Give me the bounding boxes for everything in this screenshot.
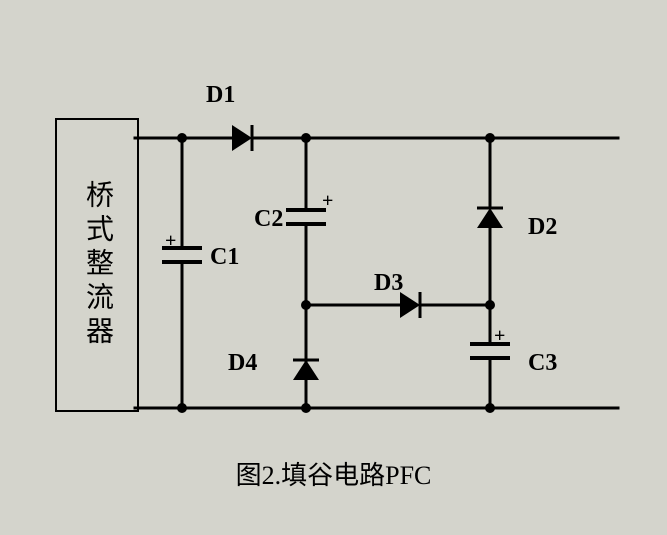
label-c1: C1	[210, 244, 239, 271]
c3-plus: +	[494, 325, 505, 348]
figure-caption: 图2.填谷电路PFC	[236, 455, 432, 492]
c2-plus: +	[322, 190, 333, 213]
label-d1: D1	[206, 82, 235, 109]
circuit-diagram: 桥式整流器 D1 D2 D3 D4 C1 C2 C3 + + + 图2.填谷电路…	[0, 0, 667, 535]
label-c2: C2	[254, 206, 283, 233]
label-d3: D3	[374, 270, 403, 297]
label-d2: D2	[528, 214, 557, 241]
label-d4: D4	[228, 350, 257, 377]
c1-plus: +	[165, 230, 176, 253]
label-c3: C3	[528, 350, 557, 377]
